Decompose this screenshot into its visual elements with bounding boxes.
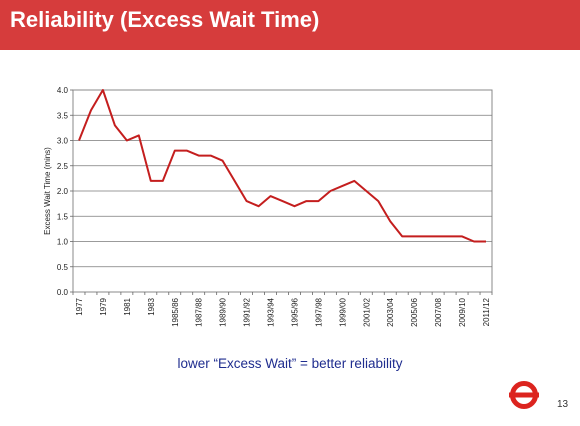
x-tick-label: 1999/00 bbox=[338, 297, 347, 326]
x-tick-label: 1979 bbox=[99, 297, 108, 315]
x-tick-label: 2003/04 bbox=[386, 297, 395, 326]
title-bar: Reliability (Excess Wait Time) bbox=[0, 0, 580, 50]
y-tick-label: 1.0 bbox=[57, 238, 69, 247]
x-tick-label: 1997/98 bbox=[314, 297, 323, 326]
y-tick-label: 2.0 bbox=[57, 187, 69, 196]
y-tick-label: 0.0 bbox=[57, 288, 69, 297]
caption: lower “Excess Wait” = better reliability bbox=[177, 356, 403, 371]
series-line bbox=[78, 89, 486, 243]
x-tick-label: 1983 bbox=[147, 297, 156, 315]
y-tick-label: 0.5 bbox=[57, 263, 69, 272]
x-tick-label: 2005/06 bbox=[410, 297, 419, 326]
x-tick-label: 1985/86 bbox=[171, 297, 180, 326]
roundel-icon bbox=[509, 381, 539, 409]
page-number: 13 bbox=[557, 399, 569, 410]
x-tick-label: 1989/90 bbox=[219, 297, 228, 326]
line-chart: 0.0 0.5 1.0 1.5 2.0 2.5 3.0 3.5 4.0 1977 1979 1981 1… bbox=[43, 86, 493, 327]
x-tick-label: 2001/02 bbox=[362, 297, 371, 326]
x-tick-label: 1993/94 bbox=[267, 297, 276, 326]
x-tick-label: 1995/96 bbox=[290, 297, 299, 326]
y-tick-label: 3.5 bbox=[57, 111, 69, 120]
x-tick-label: 1981 bbox=[123, 297, 132, 315]
y-tick-label: 4.0 bbox=[57, 86, 69, 95]
x-tick-label: 1977 bbox=[75, 297, 84, 315]
x-tick-label: 2011/12 bbox=[482, 297, 491, 326]
x-tick-label: 1987/88 bbox=[195, 297, 204, 326]
y-tick-label: 3.0 bbox=[57, 137, 69, 146]
x-tick-label: 2009/10 bbox=[458, 297, 467, 326]
x-tick-label: 1991/92 bbox=[243, 297, 252, 326]
slide-title: Reliability (Excess Wait Time) bbox=[10, 7, 320, 32]
x-tick-label: 2007/08 bbox=[434, 297, 443, 326]
y-tick-label: 2.5 bbox=[57, 162, 69, 171]
y-axis-label: Excess Wait Time (mins) bbox=[43, 147, 52, 235]
y-tick-label: 1.5 bbox=[57, 212, 69, 221]
